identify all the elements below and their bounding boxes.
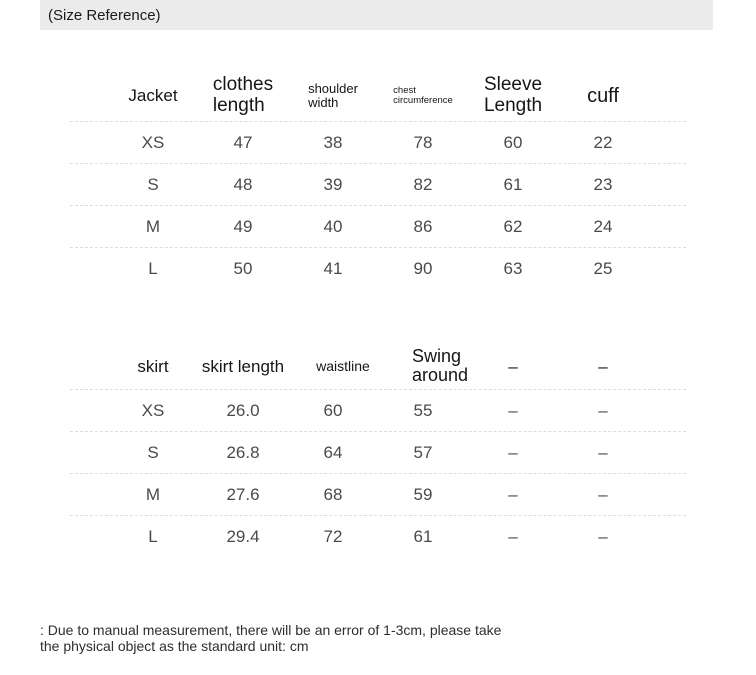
value-cell: 60	[503, 132, 523, 152]
jacket-row-m: M 49 40 86 62 24	[70, 206, 686, 248]
column-header-dash-2: –	[598, 356, 608, 376]
value-cell: –	[598, 484, 608, 504]
jacket-row-s: S 48 39 82 61 23	[70, 164, 686, 206]
size-cell: M	[145, 484, 161, 504]
value-cell: 72	[323, 527, 343, 546]
jacket-header-row: Jacket clothes length shoulder width che…	[70, 62, 686, 122]
column-header-skirt: skirt	[137, 356, 169, 376]
value-cell: 63	[503, 259, 523, 278]
disclaimer-line-1: : Due to manual measurement, there will …	[40, 622, 502, 638]
value-cell: –	[598, 400, 608, 420]
column-header-sleeve-length: Sleeve Length	[483, 74, 543, 116]
size-cell: S	[147, 442, 159, 462]
value-cell: 62	[503, 216, 523, 236]
value-cell: 25	[593, 259, 613, 278]
skirt-row-s: S 26.8 64 57 – –	[70, 432, 686, 474]
value-cell: 39	[323, 174, 343, 194]
jacket-row-xs: XS 47 38 78 60 22	[70, 122, 686, 164]
size-cell: M	[145, 216, 161, 236]
value-cell: 26.0	[226, 400, 260, 420]
skirt-row-xs: XS 26.0 60 55 – –	[70, 390, 686, 432]
value-cell: 48	[233, 174, 253, 194]
column-header-waistline: waistline	[316, 358, 370, 375]
value-cell: 61	[503, 174, 523, 194]
value-cell: 50	[233, 259, 253, 278]
value-cell: 57	[413, 442, 433, 462]
column-header-swing-around: Swing around	[412, 345, 469, 386]
skirt-size-table: skirt skirt length waistline Swing aroun…	[70, 340, 686, 558]
value-cell: –	[508, 484, 518, 504]
value-cell: 61	[413, 527, 433, 546]
column-header-cuff: cuff	[587, 84, 619, 107]
size-cell: XS	[141, 400, 165, 420]
jacket-size-table: Jacket clothes length shoulder width che…	[70, 62, 686, 290]
value-cell: –	[598, 442, 608, 462]
jacket-row-l: L 50 41 90 63 25	[70, 248, 686, 290]
column-header-shoulder-width: shoulder width	[308, 80, 358, 110]
value-cell: 47	[233, 132, 253, 152]
measurement-disclaimer: : Due to manual measurement, there will …	[40, 622, 640, 654]
column-header-chest-circumference: chest circumference	[393, 84, 453, 106]
value-cell: 40	[323, 216, 343, 236]
value-cell: 59	[413, 484, 433, 504]
value-cell: 22	[593, 132, 613, 152]
value-cell: 23	[593, 174, 613, 194]
column-header-jacket: Jacket	[128, 86, 178, 105]
column-header-skirt-length: skirt length	[201, 356, 285, 376]
value-cell: 60	[323, 400, 343, 420]
value-cell: 24	[593, 216, 613, 236]
size-cell: L	[148, 259, 158, 278]
value-cell: 49	[233, 216, 253, 236]
value-cell: 82	[413, 174, 433, 194]
value-cell: 26.8	[226, 442, 260, 462]
size-cell: L	[148, 527, 158, 546]
value-cell: –	[508, 400, 518, 420]
value-cell: –	[598, 527, 608, 546]
value-cell: –	[508, 527, 518, 546]
disclaimer-line-2: the physical object as the standard unit…	[40, 638, 309, 654]
section-title-bar: (Size Reference)	[40, 0, 713, 30]
value-cell: 68	[323, 484, 343, 504]
value-cell: 90	[413, 259, 433, 278]
value-cell: 64	[323, 442, 343, 462]
skirt-row-l: L 29.4 72 61 – –	[70, 516, 686, 558]
size-cell: XS	[141, 132, 165, 152]
value-cell: –	[508, 442, 518, 462]
section-title: (Size Reference)	[48, 6, 161, 24]
column-header-dash-1: –	[508, 356, 518, 376]
value-cell: 38	[323, 132, 343, 152]
value-cell: 86	[413, 216, 433, 236]
value-cell: 41	[323, 259, 343, 278]
skirt-row-m: M 27.6 68 59 – –	[70, 474, 686, 516]
size-cell: S	[147, 174, 159, 194]
value-cell: 29.4	[226, 527, 260, 546]
column-header-clothes-length: clothes length	[212, 74, 274, 116]
value-cell: 78	[413, 132, 433, 152]
value-cell: 55	[413, 400, 433, 420]
skirt-header-row: skirt skirt length waistline Swing aroun…	[70, 340, 686, 390]
value-cell: 27.6	[226, 484, 260, 504]
